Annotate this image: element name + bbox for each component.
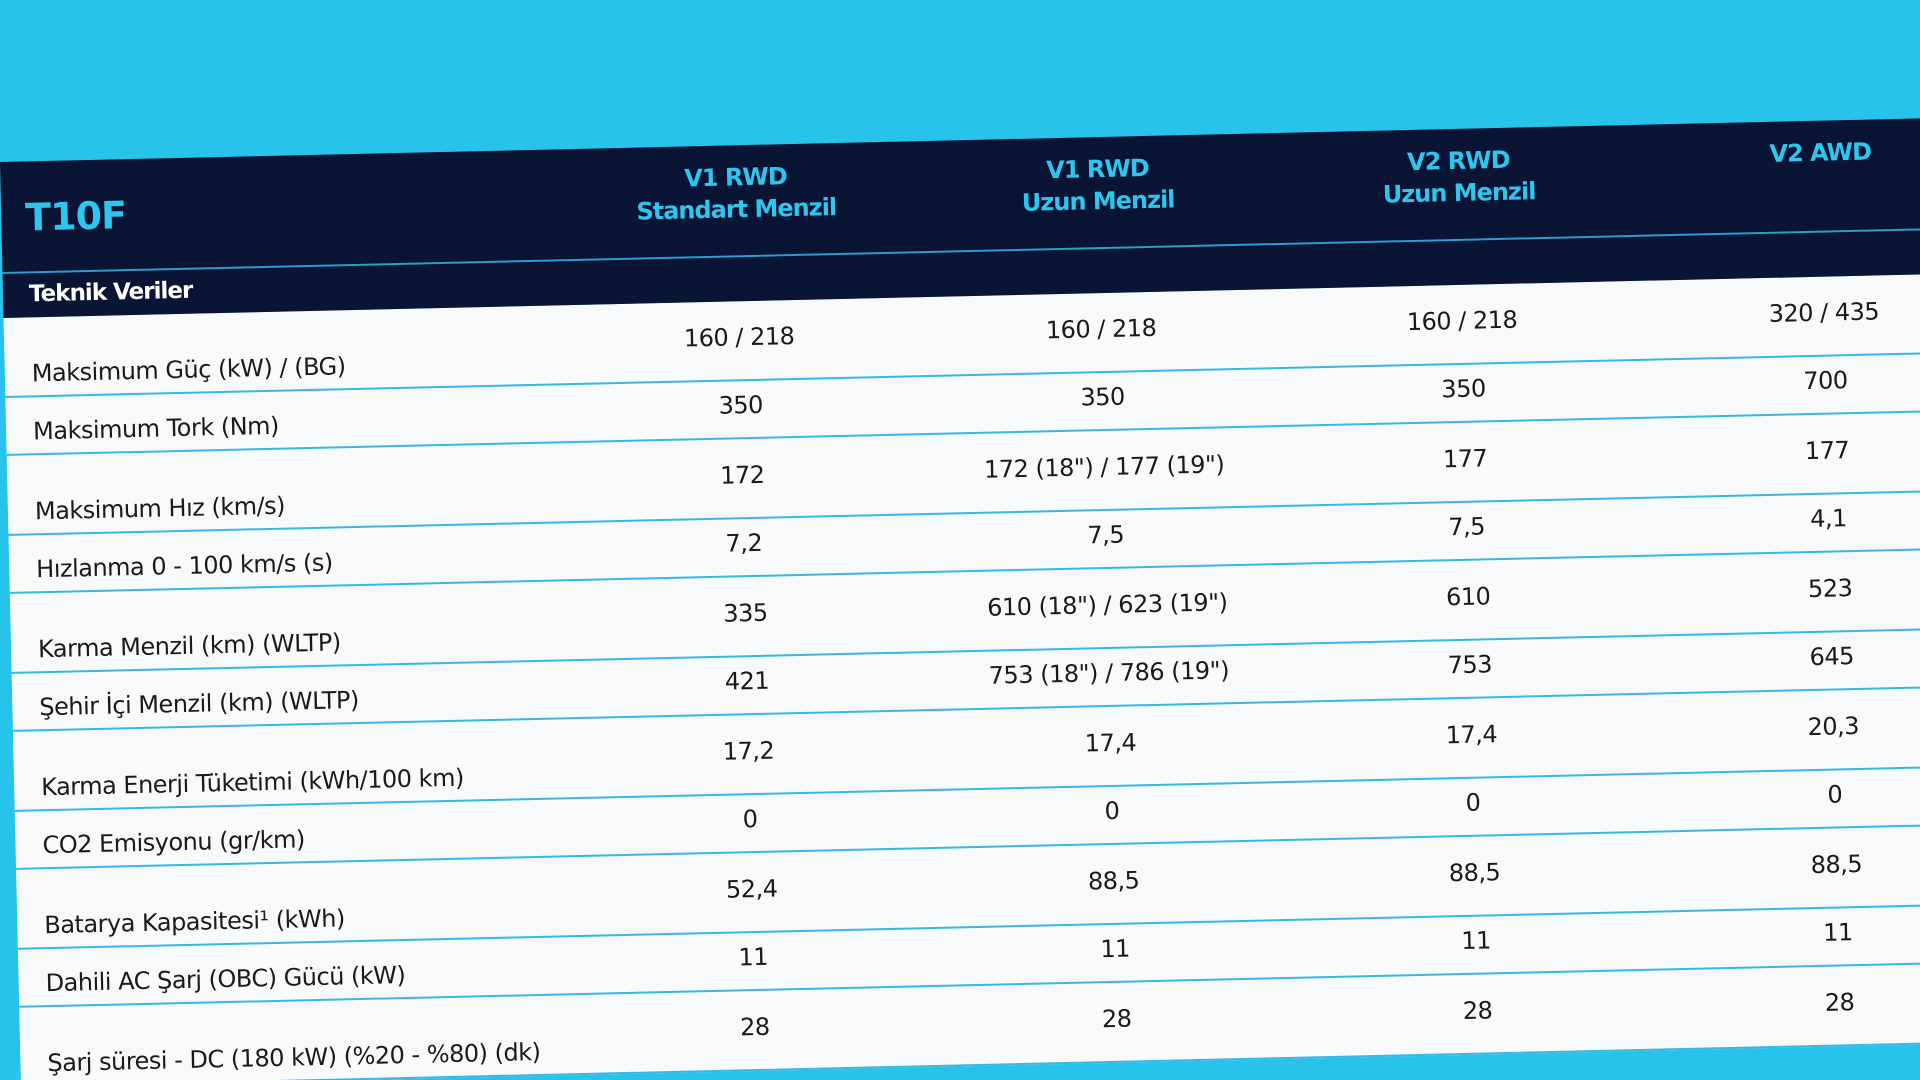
- table-cell: 17,2: [722, 736, 775, 766]
- table-cell: 350: [718, 390, 764, 420]
- table-cell: 4,1: [1809, 504, 1848, 534]
- table-cell: 421: [724, 666, 770, 696]
- table-cell: 610 (18") / 623 (19"): [986, 588, 1228, 622]
- table-cell: 523: [1807, 574, 1853, 604]
- row-label: Hızlanma 0 - 100 km/s (s): [35, 548, 333, 584]
- table-cell: 160 / 218: [1406, 305, 1518, 337]
- row-label: Maksimum Hız (km/s): [34, 491, 286, 526]
- table-cell: 753: [1447, 650, 1493, 680]
- row-label: Batarya Kapasitesi¹ (kWh): [44, 904, 346, 940]
- variant-header-1: V1 RWD Standart Menzil: [595, 158, 876, 228]
- table-cell: 88,5: [1087, 866, 1140, 896]
- variant-header-2: V1 RWD Uzun Menzil: [957, 150, 1238, 220]
- table-cell: 7,2: [725, 528, 763, 558]
- table-cell: 753 (18") / 786 (19"): [988, 656, 1230, 690]
- row-label: Maksimum Tork (Nm): [32, 411, 280, 446]
- table-cell: 11: [1822, 918, 1854, 947]
- model-code: T10F: [24, 193, 127, 240]
- row-label: Şarj süresi - DC (180 kW) (%20 - %80) (d…: [47, 1037, 541, 1078]
- table-cell: 17,4: [1084, 728, 1137, 758]
- variant-3-range: Uzun Menzil: [1382, 177, 1536, 209]
- table-cell: 28: [739, 1012, 770, 1042]
- variant-4-drive: V2 AWD: [1769, 137, 1872, 168]
- table-cell: 17,4: [1445, 720, 1498, 750]
- table-cell: 0: [1104, 796, 1120, 826]
- table-cell: 88,5: [1810, 849, 1863, 880]
- row-label: Şehir İçi Menzil (km) (WLTP): [39, 686, 360, 722]
- table-cell: 177: [1442, 444, 1488, 474]
- row-label: CO2 Emisyonu (gr/km): [42, 825, 306, 860]
- table-cell: 350: [1080, 382, 1126, 412]
- row-label: Maksimum Güç (kW) / (BG): [31, 352, 346, 388]
- table-cell: 335: [722, 598, 768, 628]
- table-cell: 28: [1462, 996, 1493, 1026]
- table-cell: 160 / 218: [1045, 313, 1157, 345]
- table-cell: 88,5: [1448, 858, 1501, 888]
- table-cell: 0: [742, 804, 758, 834]
- table-cell: 645: [1809, 642, 1855, 672]
- row-label: Karma Enerji Tüketimi (kWh/100 km): [40, 763, 465, 802]
- variant-header-3: V2 RWD Uzun Menzil: [1318, 142, 1599, 212]
- table-cell: 172 (18") / 177 (19"): [983, 450, 1225, 484]
- table-body: Maksimum Güç (kW) / (BG) 160 / 218 160 /…: [3, 274, 1920, 1080]
- table-cell: 28: [1101, 1004, 1132, 1034]
- variant-header-4: V2 AWD: [1680, 134, 1920, 172]
- table-cell: 7,5: [1447, 512, 1486, 542]
- table-cell: 11: [1100, 934, 1131, 964]
- table-cell: 610: [1445, 582, 1491, 612]
- table-cell: 350: [1441, 374, 1486, 404]
- table-cell: 0: [1465, 788, 1481, 817]
- variant-1-range: Standart Menzil: [636, 193, 837, 226]
- table-cell: 172: [719, 460, 765, 490]
- table-cell: 177: [1804, 436, 1850, 466]
- row-label: Dahili AC Şarj (OBC) Gücü (kW): [45, 961, 406, 998]
- table-cell: 320 / 435: [1768, 297, 1880, 328]
- table-cell: 160 / 218: [683, 322, 795, 353]
- row-label: Karma Menzil (km) (WLTP): [37, 628, 342, 664]
- table-cell: 7,5: [1087, 520, 1125, 550]
- table-cell: 11: [738, 942, 769, 972]
- table-cell: 700: [1802, 366, 1848, 396]
- section-title: Teknik Veriler: [28, 277, 193, 308]
- table-cell: 52,4: [725, 874, 778, 904]
- spec-table: T10F V1 RWD Standart Menzil V1 RWD Uzun …: [0, 118, 1920, 1080]
- table-cell: 20,3: [1807, 711, 1860, 742]
- table-cell: 28: [1824, 988, 1855, 1017]
- table-cell: 11: [1460, 926, 1492, 956]
- table-cell: 0: [1827, 780, 1843, 809]
- variant-2-range: Uzun Menzil: [1021, 185, 1175, 217]
